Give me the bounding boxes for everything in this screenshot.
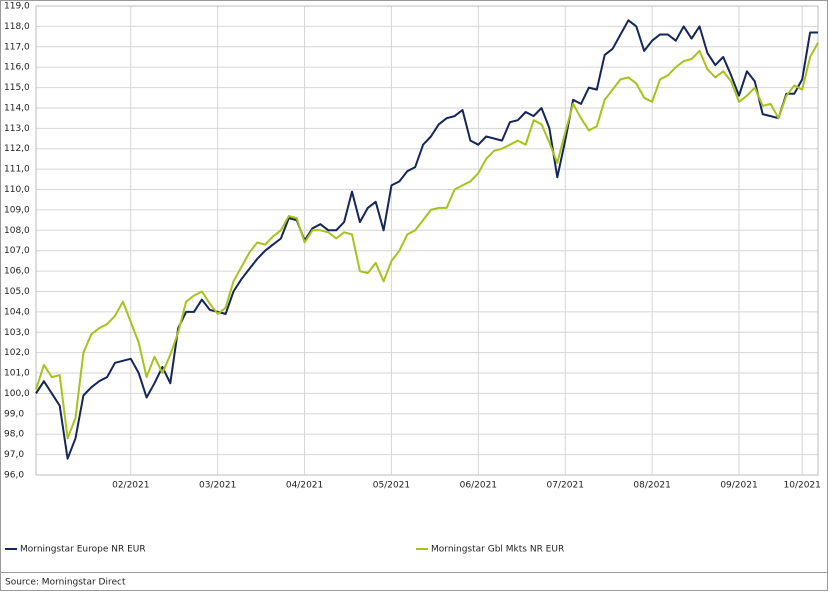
y-tick-label: 119,0: [4, 2, 30, 12]
y-tick-label: 103,0: [4, 328, 30, 338]
legend-label: Morningstar Europe NR EUR: [20, 545, 146, 555]
y-tick-label: 99,0: [4, 409, 24, 419]
y-tick-label: 118,0: [4, 22, 30, 32]
y-tick-label: 98,0: [4, 430, 24, 440]
x-tick-label: 10/2021: [784, 481, 821, 491]
y-tick-label: 107,0: [4, 246, 30, 256]
x-tick-label: 05/2021: [373, 481, 410, 491]
y-tick-label: 108,0: [4, 226, 30, 236]
y-tick-label: 101,0: [4, 369, 30, 379]
line-series: [35, 42, 819, 440]
y-tick-label: 106,0: [4, 267, 30, 277]
y-tick-label: 100,0: [4, 389, 30, 399]
x-tick-label: 08/2021: [633, 481, 670, 491]
y-tick-label: 97,0: [4, 450, 24, 460]
y-tick-label: 116,0: [4, 63, 30, 73]
legend-label: Morningstar Gbl Mkts NR EUR: [431, 545, 564, 555]
x-tick-label: 07/2021: [547, 481, 584, 491]
y-tick-label: 110,0: [4, 185, 30, 195]
y-tick-label: 109,0: [4, 205, 30, 215]
x-tick-label: 02/2021: [112, 481, 149, 491]
line-series: [35, 19, 818, 460]
y-tick-label: 115,0: [4, 83, 30, 93]
source-note: Source: Morningstar Direct: [5, 578, 126, 588]
x-tick-label: 03/2021: [199, 481, 236, 491]
x-tick-label: 06/2021: [460, 481, 497, 491]
y-tick-label: 117,0: [4, 42, 30, 52]
x-tick-label: 04/2021: [286, 481, 323, 491]
y-tick-label: 96,0: [4, 471, 24, 481]
y-tick-label: 104,0: [4, 307, 30, 317]
y-tick-label: 111,0: [4, 165, 30, 175]
y-tick-label: 112,0: [4, 144, 30, 154]
y-tick-label: 113,0: [4, 124, 30, 134]
y-tick-label: 102,0: [4, 348, 30, 358]
y-tick-label: 114,0: [4, 103, 30, 113]
y-tick-label: 105,0: [4, 287, 30, 297]
plot-border: [35, 5, 819, 476]
x-tick-label: 09/2021: [720, 481, 757, 491]
